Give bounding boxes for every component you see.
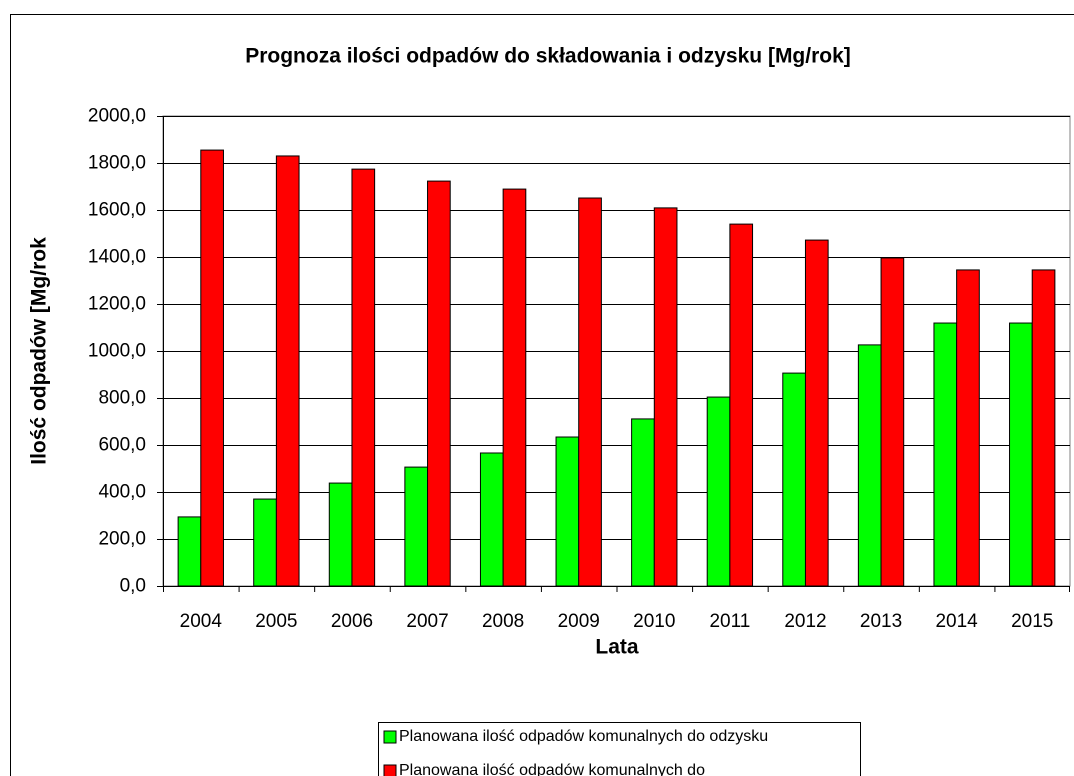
x-tick-label: 2008 — [482, 611, 524, 632]
bar — [253, 498, 277, 587]
x-tick-label: 2014 — [935, 611, 978, 632]
bar — [177, 516, 202, 587]
bar — [729, 223, 754, 587]
y-axis-label: Ilość odpadów [Mg/rok — [28, 237, 51, 465]
y-tick-label: 1200,0 — [88, 294, 146, 315]
x-tick-label: 2011 — [709, 611, 750, 632]
y-tick-label: 1400,0 — [88, 247, 146, 268]
y-tick-label: 800,0 — [98, 388, 146, 409]
bar — [857, 344, 882, 587]
y-tick-label: 200,0 — [98, 529, 146, 550]
legend-swatch — [383, 764, 397, 776]
x-tick-label: 2013 — [860, 611, 902, 632]
chart-title: Prognoza ilości odpadów do składowania i… — [245, 45, 851, 68]
bar — [804, 239, 829, 587]
bar — [933, 322, 958, 587]
bar — [555, 436, 580, 587]
y-tick-label: 1000,0 — [88, 341, 146, 362]
bar — [578, 197, 602, 587]
x-tick-label: 2010 — [633, 611, 675, 632]
bar — [200, 149, 224, 587]
y-tick-label: 600,0 — [98, 435, 146, 456]
legend-label: Planowana ilość odpadów komunalnych do o… — [399, 728, 768, 745]
x-tick-label: 2012 — [784, 611, 826, 632]
x-axis-label: Lata — [595, 636, 639, 659]
legend-box — [378, 722, 861, 776]
x-tick-label: 2007 — [406, 611, 448, 632]
bar — [404, 466, 429, 587]
bar — [275, 155, 300, 587]
y-tick-label: 1600,0 — [88, 200, 146, 221]
bar — [631, 418, 655, 587]
bar — [1031, 269, 1056, 587]
bar — [956, 269, 980, 587]
bar — [479, 452, 504, 587]
x-tick-label: 2004 — [180, 611, 223, 632]
x-tick-label: 2009 — [558, 611, 600, 632]
legend-swatch — [383, 730, 397, 744]
bar — [782, 372, 806, 587]
y-tick-label: 2000,0 — [88, 106, 146, 127]
legend-label: Planowana ilość odpadów komunalnych do — [399, 762, 705, 776]
x-tick-label: 2005 — [255, 611, 297, 632]
x-tick-label: 2006 — [331, 611, 373, 632]
bar — [1009, 322, 1033, 587]
y-tick-label: 0,0 — [120, 576, 146, 597]
bar — [653, 207, 678, 587]
bar — [427, 180, 451, 587]
x-tick-label: 2015 — [1011, 611, 1053, 632]
bar — [328, 482, 353, 587]
y-tick-label: 400,0 — [98, 482, 146, 503]
bar — [502, 188, 527, 587]
y-tick-label: 1800,0 — [88, 153, 146, 174]
bar — [351, 168, 376, 587]
bar — [706, 396, 731, 587]
bar — [880, 257, 905, 587]
